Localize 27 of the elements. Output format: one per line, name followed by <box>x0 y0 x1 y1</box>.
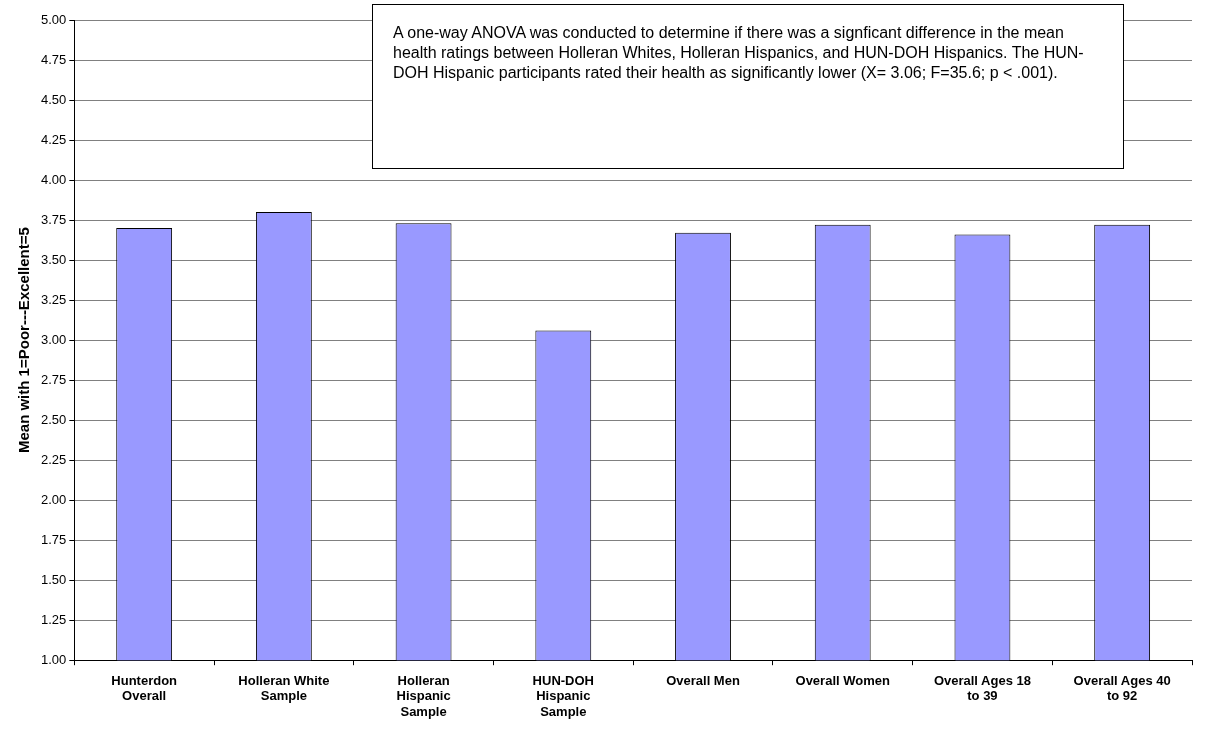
y-tick-label: 4.50 <box>40 91 67 107</box>
y-tick-label: 2.00 <box>40 491 67 507</box>
y-tick-label: 4.25 <box>40 131 67 147</box>
y-tick-label: 1.50 <box>40 571 67 587</box>
x-tick-label: Holleran Hispanic Sample <box>396 672 451 719</box>
x-tick-label: Overall Ages 18 to 39 <box>933 672 1031 704</box>
y-tick-label: 2.75 <box>40 371 67 387</box>
x-tick-label: Holleran White Sample <box>238 672 330 704</box>
text-box: A one-way ANOVA was conducted to determine if there was a signficant difference in the mean health ratings between Holleran Whites, Holleran Hispanics, and HUN-DOH Hispanics. The HUN-DOH Hispanic participants rated their health as significantly lower (X= 3.06; F=35.6; p < .001). <box>372 4 1124 169</box>
x-tick-label: Overall Men <box>666 672 740 688</box>
y-tick-label: 3.50 <box>40 251 67 267</box>
y-tick-label: 2.50 <box>40 411 67 427</box>
x-tick-label: HUN-DOH Hispanic Sample <box>532 672 594 719</box>
x-tick-label: Overall Ages 40 to 92 <box>1073 672 1171 704</box>
y-tick-label: 4.00 <box>40 171 67 187</box>
x-tick-label: Overall Women <box>795 672 890 688</box>
y-axis-title: Mean with 1=Poor---Excellent=5 <box>15 227 33 454</box>
y-tick-label: 3.00 <box>40 331 67 347</box>
y-tick-label: 1.25 <box>40 611 67 627</box>
y-tick-label: 3.75 <box>40 211 67 227</box>
x-tick-label: Hunterdon Overall <box>111 672 178 704</box>
y-tick-label: 4.75 <box>40 51 67 67</box>
y-tick-label: 5.00 <box>40 11 67 27</box>
y-tick-label: 1.00 <box>40 651 67 667</box>
y-tick-label: 1.75 <box>40 531 67 547</box>
y-tick-label: 3.25 <box>40 291 67 307</box>
y-tick-label: 2.25 <box>40 451 67 467</box>
